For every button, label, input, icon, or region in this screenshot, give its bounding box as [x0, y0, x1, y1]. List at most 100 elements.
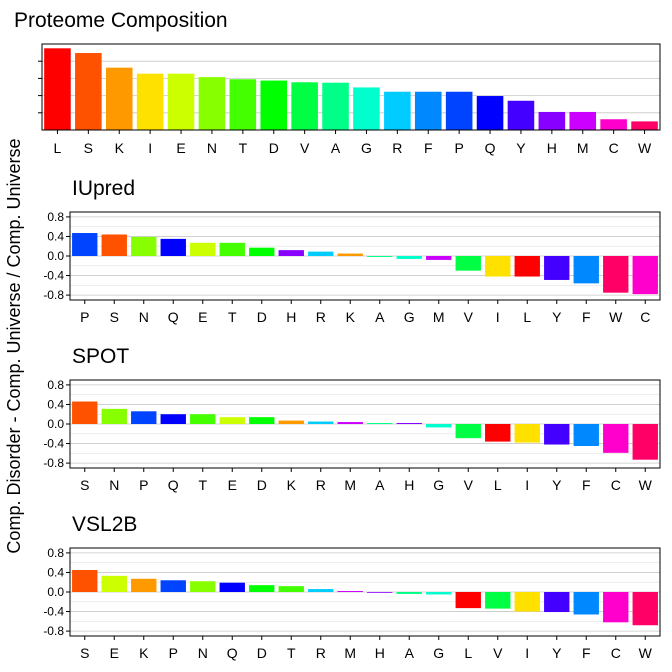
- category-label: L: [494, 477, 502, 493]
- chart-title: VSL2B: [72, 513, 137, 536]
- category-label: D: [257, 477, 267, 493]
- category-label: N: [139, 309, 149, 325]
- y-tick-label: -0.4: [43, 437, 64, 451]
- category-label: W: [609, 309, 623, 325]
- bar-S: [72, 570, 98, 592]
- category-label: D: [257, 309, 267, 325]
- bar-E: [167, 73, 195, 130]
- bar-K: [278, 420, 304, 424]
- category-label: K: [115, 140, 125, 156]
- category-label: I: [496, 309, 500, 325]
- y-tick-label: 0.4: [47, 397, 64, 411]
- category-label: C: [611, 477, 621, 493]
- plot-frame: [69, 379, 661, 469]
- category-label: T: [287, 645, 296, 661]
- bar-G: [396, 256, 422, 259]
- bar-N: [131, 236, 157, 256]
- bar-R: [308, 421, 334, 424]
- category-label: A: [405, 645, 415, 661]
- category-label: V: [493, 645, 503, 661]
- bar-R: [308, 589, 334, 592]
- category-label: E: [176, 140, 185, 156]
- bar-D: [249, 585, 275, 592]
- category-label: F: [582, 309, 591, 325]
- category-label: A: [375, 309, 385, 325]
- category-label: L: [54, 140, 62, 156]
- category-label: P: [80, 309, 89, 325]
- category-label: G: [404, 309, 415, 325]
- y-tick-label: 0.8: [47, 546, 64, 560]
- bar-Y: [544, 424, 570, 445]
- bar-D: [260, 80, 288, 130]
- y-tick-label: 0.0: [47, 249, 64, 263]
- bar-W: [603, 256, 629, 293]
- y-tick-label: -0.8: [43, 456, 64, 470]
- bar-N: [198, 77, 226, 130]
- category-label: R: [392, 140, 402, 156]
- bar-Q: [160, 238, 186, 256]
- category-label: S: [110, 309, 119, 325]
- category-label: S: [80, 645, 89, 661]
- category-label: V: [464, 309, 474, 325]
- bar-T: [219, 242, 245, 256]
- category-label: Q: [168, 477, 179, 493]
- bar-M: [337, 591, 363, 592]
- y-tick-label: 0.4: [47, 565, 64, 579]
- panel-2: SPOT S N P Q T E D K R M A H G V L I Y F C W 0.8 0.4 0.0 -0.4 -0.…: [43, 345, 661, 493]
- category-label: V: [300, 140, 310, 156]
- bar-T: [278, 586, 304, 592]
- category-label: M: [344, 477, 356, 493]
- category-label: Q: [485, 140, 496, 156]
- bar-K: [337, 253, 363, 256]
- category-label: T: [228, 309, 237, 325]
- bar-F: [573, 256, 599, 284]
- bar-T: [190, 414, 216, 424]
- category-label: Y: [552, 645, 562, 661]
- category-label: N: [207, 140, 217, 156]
- bar-K: [105, 67, 133, 130]
- bar-E: [190, 242, 216, 256]
- category-label: M: [433, 309, 445, 325]
- category-label: N: [198, 645, 208, 661]
- category-label: T: [198, 477, 207, 493]
- category-label: W: [639, 645, 653, 661]
- bar-L: [455, 592, 481, 609]
- bar-Y: [544, 592, 570, 613]
- category-label: C: [611, 645, 621, 661]
- category-label: K: [287, 477, 297, 493]
- bar-A: [367, 423, 393, 424]
- chart-title: Proteome Composition: [14, 9, 228, 32]
- bar-C: [603, 424, 629, 453]
- y-tick-label: 0.8: [47, 210, 64, 224]
- category-label: H: [375, 645, 385, 661]
- bar-P: [160, 580, 186, 592]
- chart-title: IUpred: [72, 177, 135, 200]
- bar-I: [514, 424, 540, 443]
- category-label: D: [257, 645, 267, 661]
- category-label: W: [639, 477, 653, 493]
- category-label: I: [148, 140, 152, 156]
- bar-D: [249, 247, 275, 256]
- category-label: A: [375, 477, 385, 493]
- bar-H: [538, 111, 566, 130]
- bar-R: [384, 91, 411, 130]
- bar-N: [190, 581, 216, 592]
- bar-F: [573, 424, 599, 446]
- bar-S: [72, 401, 98, 424]
- bar-W: [632, 592, 658, 626]
- bar-N: [101, 408, 127, 424]
- category-label: P: [454, 140, 463, 156]
- category-label: W: [638, 140, 652, 156]
- plot-frame: [41, 43, 661, 131]
- category-label: S: [80, 477, 89, 493]
- bar-R: [308, 251, 334, 256]
- category-label: Y: [552, 309, 562, 325]
- panel-3: VSL2B S E K P N Q D T R M H A G L V I Y F C W 0.8 0.4 0.0 -0.4 -0…: [43, 513, 661, 661]
- category-label: V: [464, 477, 474, 493]
- bar-V: [485, 592, 511, 609]
- y-tick-label: 0.4: [47, 229, 64, 243]
- bar-W: [632, 424, 658, 460]
- bar-I: [136, 73, 164, 130]
- category-label: M: [577, 140, 589, 156]
